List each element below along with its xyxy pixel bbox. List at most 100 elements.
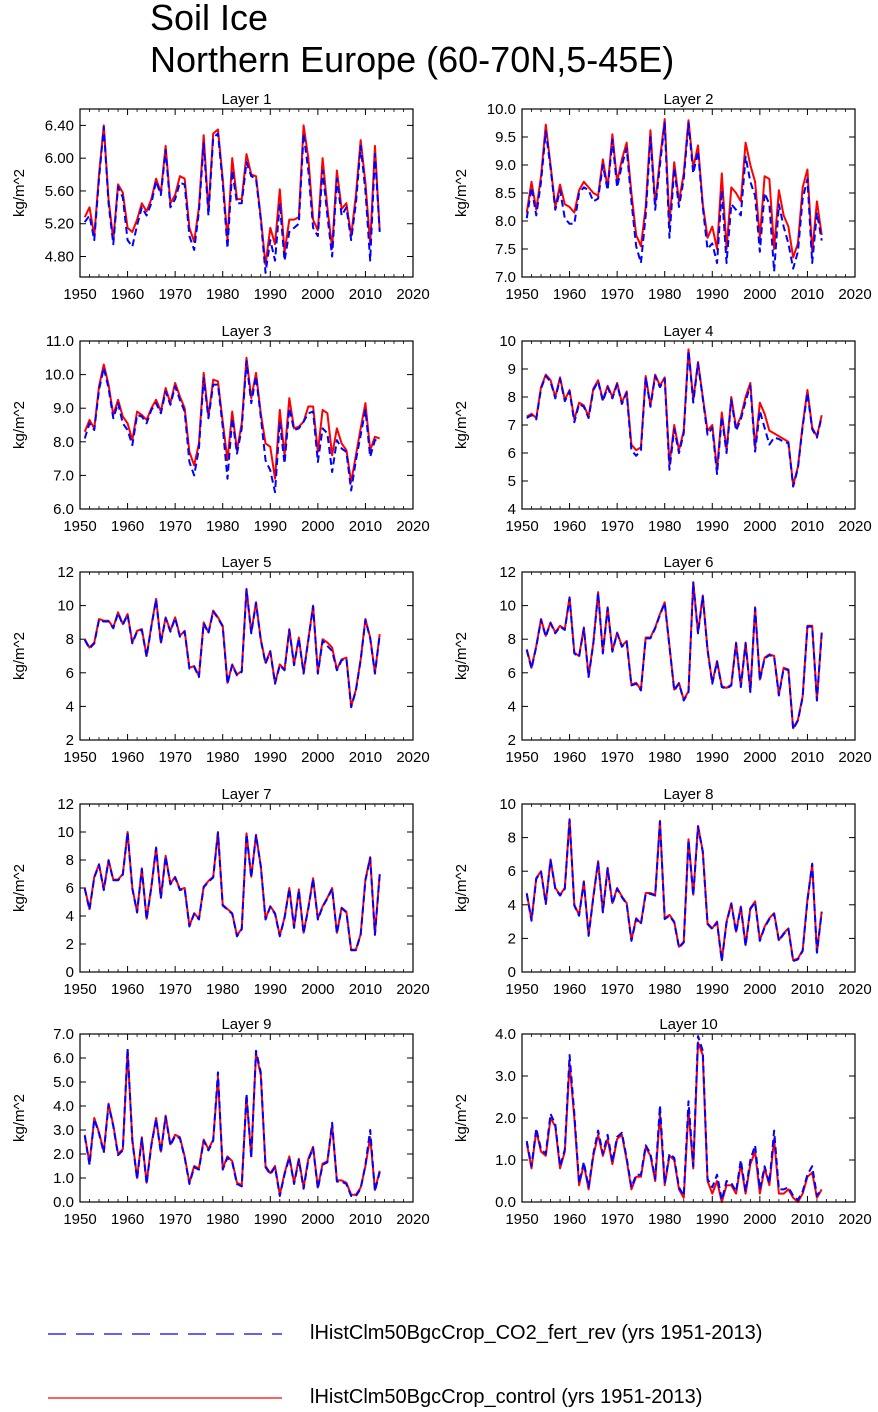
layer-6-xtick-label: 2010 [791,749,824,766]
layer-7-ytick-label: 12 [57,796,74,813]
layer-2-ytick-label: 7.5 [495,241,516,258]
chart-subtitle: Northern Europe (60-70N,5-45E) [150,39,675,80]
layer-2-xtick-label: 2020 [838,286,871,303]
layer-7-xtick-label: 2010 [349,981,382,998]
layer-5-ytick-label: 8 [66,631,74,648]
layer-7-xtick-label: 1950 [63,981,96,998]
layer-8-frame [521,803,856,973]
layer-1-xtick-label: 1990 [254,286,287,303]
layer-6-xtick-label: 1960 [553,749,586,766]
layer-4-xtick-label: 1970 [600,518,633,535]
layer-6-xtick-label: 1980 [648,749,681,766]
layer-3-xtick-label: 1960 [111,518,144,535]
layer-6-xtick-label: 1990 [696,749,729,766]
layer-3-xtick-label: 1980 [206,518,239,535]
layer-4-frame [521,340,856,510]
layer-2-series-control [525,118,823,259]
legend-label-control: lHistClm50BgcCrop_control (yrs 1951-2013… [310,1386,703,1408]
layer-9-xtick-label: 2020 [396,1211,429,1228]
layer-7-title: Layer 7 [221,786,271,803]
layer-2-xtick-label: 2000 [743,286,776,303]
layer-1-xtick-label: 2010 [349,286,382,303]
layer-4-ytick-label: 4 [508,501,516,518]
layer-9-ytick-label: 1.0 [53,1170,74,1187]
layer-9-ytick-label: 6.0 [53,1050,74,1067]
layer-8-xtick-label: 2010 [791,981,824,998]
layer-7-ytick-label: 10 [57,824,74,841]
layer-1-ytick-label: 4.80 [45,249,74,266]
layer-10-xtick-label: 1970 [600,1211,633,1228]
layer-7-xtick-label: 2020 [396,981,429,998]
layer-4-xtick-label: 1950 [505,518,538,535]
layer-8-ytick-label: 6 [508,863,516,880]
layer-10-xtick-label: 2020 [838,1211,871,1228]
layer-1-xtick-label: 2000 [301,286,334,303]
layer-2-xtick-label: 1990 [696,286,729,303]
layer-9-ylabel: kg/m^2 [11,1094,28,1142]
layer-1-xtick-label: 1960 [111,286,144,303]
layer-5-xtick-label: 2020 [396,749,429,766]
layer-7-ylabel: kg/m^2 [11,864,28,912]
layer-4-series-control [526,348,823,487]
layer-7-ytick-label: 2 [66,936,74,953]
layer-10-xtick-label: 1950 [505,1211,538,1228]
layer-2-xtick-label: 1970 [600,286,633,303]
layer-10-frame [521,1033,856,1203]
layer-5-ytick-label: 6 [66,665,74,682]
layer-9-series-fert-rev [83,1047,381,1197]
layer-6-xtick-label: 1950 [505,749,538,766]
layer-10-ytick-label: 1.0 [495,1152,516,1169]
layer-10-ytick-label: 3.0 [495,1068,516,1085]
layer-4-ylabel: kg/m^2 [453,401,470,449]
layer-5-xtick-label: 1960 [111,749,144,766]
layer-3-ytick-label: 10.0 [45,367,74,384]
layer-9-ytick-label: 2.0 [53,1146,74,1163]
layer-6-ytick-label: 6 [508,665,516,682]
layer-8-xtick-label: 1970 [600,981,633,998]
layer-4-xtick-label: 2010 [791,518,824,535]
layer-3-xtick-label: 2010 [349,518,382,535]
layer-4-series-fert-rev [526,349,823,488]
layer-7-xtick-label: 2000 [301,981,334,998]
layer-8-ylabel: kg/m^2 [453,864,470,912]
layer-2-ytick-label: 9.0 [495,157,516,174]
layer-1-xtick-label: 2020 [396,286,429,303]
layer-6-ytick-label: 10 [499,598,516,615]
layer-2-ytick-label: 7.0 [495,269,516,286]
layer-10-ytick-label: 0.0 [495,1194,516,1211]
layer-2-xtick-label: 1950 [505,286,538,303]
layer-1-xtick-label: 1980 [206,286,239,303]
layer-5-ytick-label: 12 [57,564,74,581]
legend-label-fert-rev: lHistClm50BgcCrop_CO2_fert_rev (yrs 1951… [310,1322,763,1344]
layer-2-ytick-label: 8.0 [495,213,516,230]
layer-5-xtick-label: 1950 [63,749,96,766]
layer-8-series-fert-rev [525,818,823,963]
layer-2-frame [521,108,856,278]
layer-3-ytick-label: 11.0 [46,333,74,350]
layer-6-ytick-label: 12 [499,564,516,581]
layer-7-xtick-label: 1960 [111,981,144,998]
layer-1-ylabel: kg/m^2 [11,169,28,217]
layer-8-xtick-label: 2000 [743,981,776,998]
layer-5-xtick-label: 1980 [206,749,239,766]
layer-3-frame [79,340,414,510]
layer-9-frame [79,1033,414,1203]
layer-3-xtick-label: 2020 [396,518,429,535]
layer-3-ytick-label: 6.0 [53,501,74,518]
layer-6-ytick-label: 2 [508,732,516,749]
layer-1-xtick-label: 1950 [63,286,96,303]
layer-5-xtick-label: 2010 [349,749,382,766]
layer-9-ytick-label: 4.0 [53,1098,74,1115]
layer-3-xtick-label: 2000 [301,518,334,535]
layer-1-ytick-label: 5.20 [45,216,74,233]
layer-9-xtick-label: 1970 [158,1211,191,1228]
layer-2-title: Layer 2 [663,91,713,108]
layer-1-xtick-label: 1970 [158,286,191,303]
layer-9-title: Layer 9 [221,1016,271,1033]
layer-6-series-fert-rev [525,581,823,731]
layer-1-series-fert-rev [83,126,381,274]
layer-5-xtick-label: 2000 [301,749,334,766]
layer-6-ytick-label: 8 [508,631,516,648]
layer-3-ytick-label: 7.0 [53,467,74,484]
layer-10-xtick-label: 2000 [743,1211,776,1228]
